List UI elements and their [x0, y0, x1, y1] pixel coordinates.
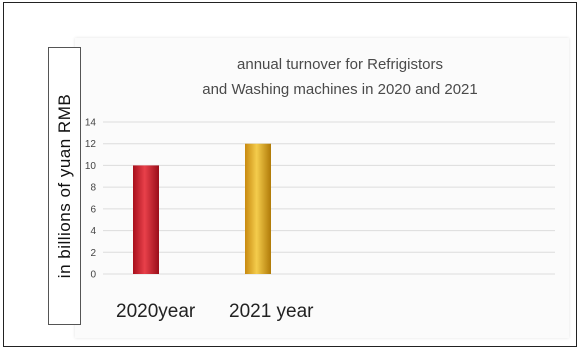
y-tick-label: 4 — [90, 226, 96, 237]
chart-title: annual turnover for Refrigistors and Was… — [150, 52, 530, 102]
y-tick-label: 0 — [90, 270, 96, 281]
y-tick-label: 6 — [90, 204, 96, 215]
chart-title-line-1: annual turnover for Refrigistors — [237, 56, 443, 73]
x-category-label: 2020year — [116, 301, 196, 322]
y-tick-label: 14 — [85, 118, 97, 129]
x-category-label: 2021 year — [229, 301, 314, 322]
chart-title-line-2: and Washing machines in 2020 and 2021 — [202, 81, 478, 98]
y-tick-label: 10 — [85, 161, 97, 172]
y-axis-label-box: in billions of yuan RMB — [48, 47, 81, 325]
y-tick-label: 8 — [90, 183, 96, 194]
bar — [133, 165, 159, 274]
bar — [245, 143, 271, 274]
y-tick-label: 2 — [90, 248, 96, 259]
y-tick-label: 12 — [85, 139, 97, 150]
